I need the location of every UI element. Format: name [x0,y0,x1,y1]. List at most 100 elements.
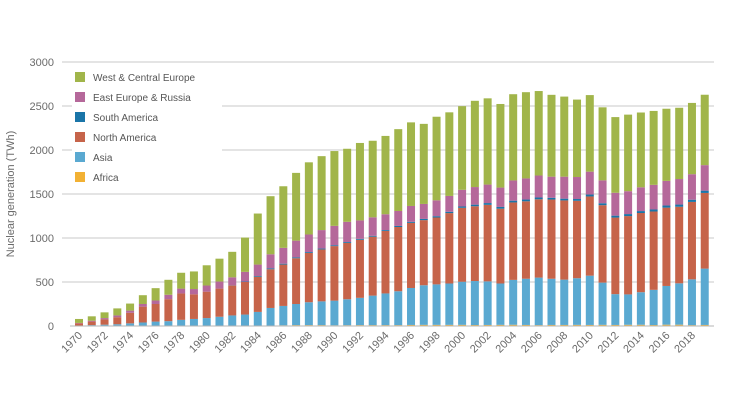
bar-stack-2004 [509,94,518,326]
bar-segment-east-europe-russia [292,240,301,258]
bar-stack-1985 [266,196,275,326]
x-tick-label: 1980 [187,330,213,356]
bar-segment-east-europe-russia [355,220,364,239]
bar-segment-asia [151,321,160,326]
bar-segment-east-europe-russia [624,191,633,215]
x-tick-label: 2010 [570,330,596,356]
x-tick-label: 1978 [161,330,187,356]
bar-segment-africa [445,324,454,326]
bar-segment-asia [585,275,594,325]
bar-segment-west-central-europe [279,186,288,248]
bar-stack-1982 [228,251,237,326]
bar-segment-north-america [164,299,173,322]
bar-segment-north-america [470,206,479,282]
bar-segment-south-america [687,199,696,202]
bar-segment-west-central-europe [496,103,505,188]
bar-segment-east-europe-russia [700,165,709,191]
bar-stack-1994 [381,135,390,326]
bar-stack-1972 [100,312,109,326]
bar-segment-north-america [585,196,594,276]
bar-stack-2001 [470,100,479,326]
bar-stack-1993 [368,140,377,326]
bar-segment-east-europe-russia [636,187,645,212]
bar-segment-asia [598,282,607,325]
bar-segment-east-europe-russia [253,264,262,277]
x-tick-label: 2004 [494,330,520,356]
bar-segment-west-central-europe [317,156,326,231]
bar-segment-west-central-europe [126,303,135,311]
bar-segment-north-america [202,291,211,319]
y-tick-label: 0 [48,321,54,333]
legend-swatch [75,92,85,102]
bar-segment-asia [292,304,301,326]
bar-segment-africa [509,324,518,326]
bar-segment-east-europe-russia [266,254,275,269]
bar-segment-north-america [279,264,288,306]
bar-segment-west-central-europe [636,112,645,188]
x-tick-label: 1990 [315,330,341,356]
bar-stack-1980 [202,265,211,326]
bar-segment-south-america [330,245,339,247]
bar-stack-1977 [164,279,173,326]
bar-segment-asia [177,319,186,326]
bar-segment-north-america [700,192,709,269]
bar-segment-north-america [547,199,556,279]
legend-swatch [75,72,85,82]
bar-segment-north-america [662,207,671,286]
bar-segment-north-america [521,201,530,279]
bar-segment-south-america [573,199,582,201]
bar-segment-south-america [624,214,633,217]
bar-segment-east-europe-russia [87,320,96,322]
bar-segment-asia [113,324,122,326]
bar-segment-north-america [266,269,275,308]
bar-segment-asia [662,285,671,325]
bar-segment-east-europe-russia [189,289,198,295]
y-axis-ticks: 0 500 1000 1500 2000 2500 3000 [30,57,54,333]
bar-segment-south-america [253,276,262,277]
bar-stack-2003 [496,103,505,326]
bar-segment-asia [496,283,505,325]
bar-stack-1998 [432,116,441,326]
bar-stack-1983 [241,237,250,326]
bar-stack-1976 [151,288,160,326]
bar-segment-asia [458,281,467,325]
bar-segment-north-america [87,321,96,326]
bar-segment-asia [432,284,441,325]
bar-segment-south-america [419,218,428,221]
bar-segment-africa [662,324,671,326]
bar-segment-west-central-europe [75,318,83,323]
bar-segment-north-america [624,216,633,295]
bar-segment-west-central-europe [534,91,543,176]
bar-segment-south-america [304,252,313,253]
bar-segment-east-europe-russia [241,271,250,282]
bar-segment-north-america [432,217,441,285]
bar-segment-north-america [687,201,696,280]
bar-segment-south-america [407,221,416,223]
bar-segment-east-europe-russia [432,200,441,217]
bar-segment-east-europe-russia [547,176,556,198]
bars [75,91,709,326]
bar-stack-2016 [662,108,671,326]
x-tick-label: 1994 [366,330,392,356]
bar-segment-east-europe-russia [215,281,224,289]
bar-segment-south-america [381,230,390,231]
bar-segment-asia [202,318,211,326]
bar-stack-2014 [636,112,645,326]
bar-segment-west-central-europe [368,140,377,218]
bar-segment-asia [649,289,658,326]
legend-label: Africa [93,173,119,184]
bar-segment-west-central-europe [649,110,658,185]
y-tick-label: 1000 [30,233,54,245]
bar-segment-west-central-europe [138,295,147,304]
bar-segment-west-central-europe [355,142,364,221]
y-tick-label: 2500 [30,101,54,113]
bar-segment-asia [700,268,709,325]
bar-segment-east-europe-russia [394,210,403,226]
bar-segment-west-central-europe [509,94,518,181]
bar-segment-africa [598,324,607,326]
bar-segment-east-europe-russia [343,221,352,243]
bar-segment-north-america [228,285,237,316]
bar-segment-south-america [675,204,684,207]
bar-segment-west-central-europe [687,102,696,175]
bar-segment-north-america [215,288,224,317]
